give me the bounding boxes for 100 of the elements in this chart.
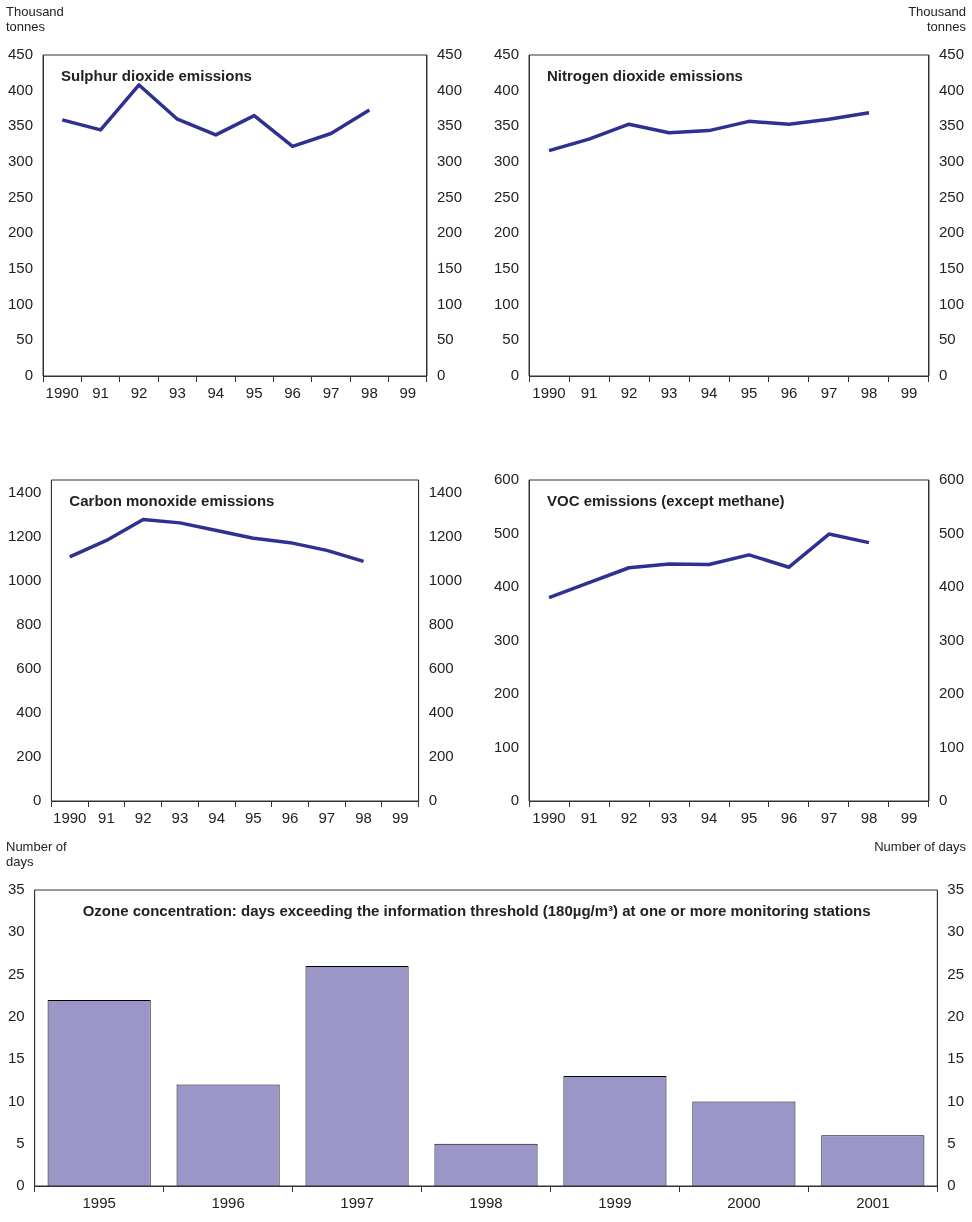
x-tick-label: 93 xyxy=(171,809,189,827)
y-axis-title: Number of days xyxy=(6,839,68,869)
y2-tick-label: 35 xyxy=(947,880,964,898)
x-tick-label: 96 xyxy=(284,384,301,402)
y-tick-label: 200 xyxy=(8,223,34,241)
y2-tick-label: 300 xyxy=(938,152,964,170)
y-tick-label: 500 xyxy=(494,523,520,541)
x-tick-label: 2000 xyxy=(727,1194,761,1212)
x-tick-label: 98 xyxy=(860,809,878,827)
y2-tick-label: 0 xyxy=(938,791,948,809)
y-tick-label: 150 xyxy=(8,259,34,277)
y-axis-title: Thousand tonnes xyxy=(6,4,65,34)
y2-tick-label: 300 xyxy=(436,152,462,170)
y2-tick-label: 250 xyxy=(436,187,462,205)
y2-tick-label: 0 xyxy=(436,366,446,384)
y-tick-label: 350 xyxy=(494,116,520,134)
x-tick-label: 95 xyxy=(740,809,758,827)
y2-tick-label: 50 xyxy=(436,330,454,348)
y-tick-label: 300 xyxy=(8,152,34,170)
y-tick-label: 0 xyxy=(24,366,34,384)
x-tick-label: 1995 xyxy=(82,1194,116,1212)
y-tick-label: 450 xyxy=(8,45,34,63)
x-tick-label: 1990 xyxy=(532,384,566,402)
y-tick-label: 100 xyxy=(494,737,520,755)
y-tick-label: 30 xyxy=(8,922,25,940)
y-tick-label: 400 xyxy=(494,80,520,98)
y-tick-label: 100 xyxy=(494,294,520,312)
x-tick-label: 92 xyxy=(620,809,638,827)
y-tick-label: 250 xyxy=(8,187,34,205)
text: Ozone concentration: days exceeding the information threshold (180µg/m³) at one or more monitoring stations xyxy=(82,901,871,919)
x-tick-label: 97 xyxy=(318,809,336,827)
y-tick-label: 25 xyxy=(8,964,25,982)
x-tick-label: 98 xyxy=(860,384,878,402)
y2-tick-label: 400 xyxy=(938,577,964,595)
x-tick-label: 91 xyxy=(98,809,115,827)
x-tick-label: 1999 xyxy=(598,1194,632,1212)
y2-tick-label: 400 xyxy=(938,80,964,98)
y2-tick-label: 250 xyxy=(938,187,964,205)
y2-tick-label: 150 xyxy=(436,259,462,277)
x-tick-label: 2001 xyxy=(856,1194,890,1212)
x-tick-label: 95 xyxy=(245,809,262,827)
x-tick-label: 94 xyxy=(700,809,718,827)
y2-tick-label: 1200 xyxy=(428,527,463,545)
y-tick-label: 0 xyxy=(16,1176,25,1194)
y2-tick-label: 20 xyxy=(947,1007,964,1024)
y-tick-label: 200 xyxy=(16,747,42,765)
y-tick-label: 1200 xyxy=(7,527,42,545)
x-tick-label: 1990 xyxy=(45,384,79,402)
y2-tick-label: 800 xyxy=(428,615,454,633)
y2-tick-label: 350 xyxy=(938,116,964,134)
text: Sulphur dioxide emissions xyxy=(61,66,252,84)
y-tick-label: 400 xyxy=(494,577,520,595)
y-tick-label: 0 xyxy=(510,791,520,809)
y2-tick-label: 200 xyxy=(938,223,964,241)
y-tick-label: 200 xyxy=(494,223,520,241)
y-tick-label: 450 xyxy=(494,45,520,63)
x-tick-label: 98 xyxy=(361,384,378,402)
y-tick-label: 300 xyxy=(494,630,520,648)
y2-tick-label: 5 xyxy=(947,1133,956,1151)
y2-axis-title: Thousand tonnes xyxy=(907,4,966,34)
y-tick-label: 800 xyxy=(16,615,42,633)
x-tick-label: 92 xyxy=(620,384,638,402)
y-tick-label: 15 xyxy=(8,1049,25,1067)
x-tick-label: 99 xyxy=(391,809,409,827)
y2-tick-label: 600 xyxy=(428,659,454,677)
y-tick-label: 300 xyxy=(494,152,520,170)
x-tick-label: 93 xyxy=(660,384,678,402)
x-tick-label: 94 xyxy=(207,384,225,402)
x-tick-label: 93 xyxy=(169,384,186,402)
y-tick-label: 35 xyxy=(8,880,25,898)
y-tick-label: 0 xyxy=(33,791,42,809)
y2-tick-label: 400 xyxy=(436,80,462,98)
text: Carbon monoxide emissions xyxy=(69,491,275,509)
y2-tick-label: 150 xyxy=(938,259,964,277)
x-tick-label: 91 xyxy=(580,809,598,827)
x-tick-label: 93 xyxy=(660,809,678,827)
text: VOC emissions (except methane) xyxy=(547,491,785,509)
x-tick-label: 1990 xyxy=(532,809,566,827)
x-tick-label: 96 xyxy=(780,384,798,402)
x-tick-label: 1990 xyxy=(53,809,87,827)
x-tick-label: 96 xyxy=(281,809,299,827)
y2-tick-label: 300 xyxy=(938,630,964,648)
y-tick-label: 200 xyxy=(494,684,520,702)
y2-tick-label: 100 xyxy=(938,294,964,312)
text: Nitrogen dioxide emissions xyxy=(547,66,743,84)
x-tick-label: 99 xyxy=(399,384,417,402)
y2-tick-label: 30 xyxy=(947,922,964,940)
y2-tick-label: 0 xyxy=(947,1176,956,1194)
x-tick-label: 96 xyxy=(780,809,798,827)
y-tick-label: 1000 xyxy=(7,571,42,589)
x-tick-label: 91 xyxy=(92,384,109,402)
y2-tick-label: 350 xyxy=(436,116,462,134)
y2-tick-label: 50 xyxy=(938,330,956,348)
x-tick-label: 95 xyxy=(245,384,263,402)
y-tick-label: 600 xyxy=(16,659,42,677)
y2-tick-label: 100 xyxy=(436,294,462,312)
x-tick-label: 91 xyxy=(580,384,598,402)
y-tick-label: 350 xyxy=(8,116,34,134)
y2-tick-label: 500 xyxy=(938,523,964,541)
y-tick-label: 250 xyxy=(494,187,520,205)
